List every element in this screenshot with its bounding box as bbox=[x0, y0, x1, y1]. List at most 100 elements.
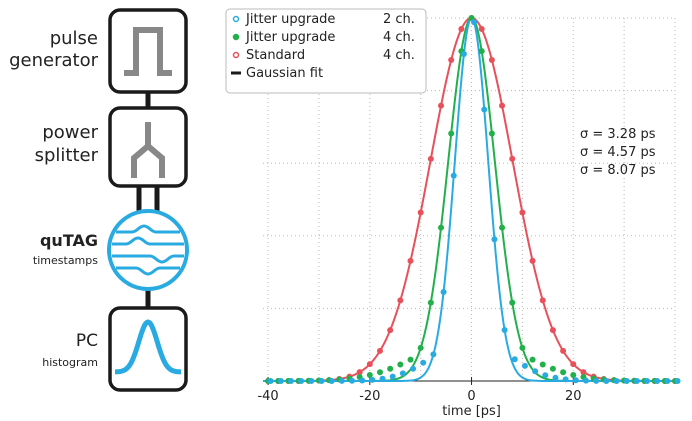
x-tick-label: 0 bbox=[467, 389, 475, 404]
x-tick-label: 20 bbox=[565, 389, 582, 404]
data-point bbox=[644, 377, 651, 384]
data-point bbox=[430, 351, 437, 358]
data-point bbox=[417, 344, 424, 351]
data-point bbox=[298, 377, 305, 384]
data-point bbox=[623, 377, 630, 384]
data-point bbox=[460, 51, 467, 58]
data-point bbox=[511, 356, 518, 363]
legend-marker bbox=[232, 33, 240, 41]
data-point bbox=[387, 327, 394, 334]
data-point bbox=[481, 106, 488, 113]
data-point bbox=[308, 377, 315, 384]
data-point bbox=[580, 369, 587, 376]
data-point bbox=[366, 361, 373, 368]
data-point bbox=[549, 365, 556, 372]
data-point bbox=[519, 344, 526, 351]
data-point bbox=[349, 377, 356, 384]
legend-label: Standard bbox=[246, 48, 305, 63]
data-point bbox=[458, 25, 465, 32]
legend-label: Jitter upgrade bbox=[245, 12, 335, 27]
data-point bbox=[549, 327, 556, 334]
sigma-annotations: σ = 3.28 ps σ = 4.57 ps σ = 8.07 ps bbox=[580, 127, 656, 178]
legend-channels: 2 ch. bbox=[383, 12, 415, 27]
data-point bbox=[488, 56, 495, 63]
data-point bbox=[582, 377, 589, 384]
data-point bbox=[539, 361, 546, 368]
data-point bbox=[379, 375, 386, 382]
pulse-label-1: pulse bbox=[50, 28, 98, 49]
data-point bbox=[488, 130, 495, 137]
splitter-label-1: power bbox=[42, 122, 98, 143]
pulse-icon bbox=[124, 27, 172, 76]
data-point bbox=[338, 377, 345, 384]
legend-marker bbox=[232, 15, 240, 23]
x-ticks: -40 -20 0 20 bbox=[257, 377, 582, 404]
data-point bbox=[478, 25, 485, 32]
data-point bbox=[287, 377, 294, 384]
data-point bbox=[664, 377, 671, 384]
data-point bbox=[654, 377, 661, 384]
data-point bbox=[674, 378, 681, 384]
data-point bbox=[491, 236, 498, 243]
data-point bbox=[427, 155, 434, 162]
data-point bbox=[410, 365, 417, 372]
data-point bbox=[407, 356, 414, 363]
data-point bbox=[438, 224, 445, 231]
data-point bbox=[376, 369, 383, 376]
pulse-generator-box bbox=[108, 8, 188, 94]
data-point bbox=[369, 376, 376, 383]
data-point bbox=[366, 371, 373, 378]
data-point bbox=[529, 356, 536, 363]
legend-channels: 4 ch. bbox=[383, 48, 415, 63]
data-point bbox=[407, 257, 414, 264]
data-point bbox=[440, 289, 447, 296]
splitter-icon bbox=[131, 122, 165, 178]
data-point bbox=[593, 377, 600, 384]
data-point bbox=[267, 378, 274, 384]
data-point bbox=[613, 377, 620, 384]
data-point bbox=[387, 365, 394, 372]
legend-items: Jitter upgrade 2 ch. Jitter upgrade 4 ch. St… bbox=[231, 12, 415, 81]
data-point bbox=[570, 361, 577, 368]
splitter-label-2: splitter bbox=[35, 145, 99, 166]
data-point bbox=[318, 377, 325, 384]
data-point bbox=[501, 327, 508, 334]
data-point bbox=[633, 377, 640, 384]
data-point bbox=[572, 377, 579, 384]
data-points bbox=[265, 15, 681, 384]
pulse-label-2: generator bbox=[9, 50, 98, 71]
data-point bbox=[450, 172, 457, 179]
data-point bbox=[417, 209, 424, 216]
data-point bbox=[509, 155, 516, 162]
data-point bbox=[499, 102, 506, 109]
data-point bbox=[539, 297, 546, 304]
qutag-circle bbox=[107, 209, 189, 291]
data-point bbox=[560, 347, 567, 354]
data-point bbox=[399, 370, 406, 377]
x-tick-label: -20 bbox=[359, 389, 380, 404]
legend-label: Gaussian fit bbox=[246, 66, 323, 81]
data-point bbox=[328, 377, 335, 384]
sigma-label: σ = 8.07 ps bbox=[580, 163, 656, 178]
histogram-icon bbox=[115, 319, 181, 375]
data-point bbox=[427, 299, 434, 306]
data-point bbox=[448, 130, 455, 137]
timestamps-icon bbox=[112, 224, 184, 276]
data-point bbox=[478, 48, 485, 55]
data-point bbox=[521, 362, 528, 369]
x-tick-label: -40 bbox=[257, 389, 278, 404]
sigma-label: σ = 3.28 ps bbox=[580, 127, 656, 142]
data-point bbox=[359, 377, 366, 384]
chart: -40 -20 0 20 time [ps] Jitter upgrade 2 ch.J… bbox=[225, 8, 681, 419]
data-point bbox=[438, 102, 445, 109]
data-point bbox=[542, 372, 549, 379]
data-point bbox=[376, 347, 383, 354]
data-point bbox=[420, 359, 427, 366]
legend-channels: 4 ch. bbox=[383, 30, 415, 45]
data-point bbox=[570, 371, 577, 378]
x-axis-label: time [ps] bbox=[442, 404, 501, 419]
data-point bbox=[277, 377, 284, 384]
data-point bbox=[397, 361, 404, 368]
data-point bbox=[509, 299, 516, 306]
